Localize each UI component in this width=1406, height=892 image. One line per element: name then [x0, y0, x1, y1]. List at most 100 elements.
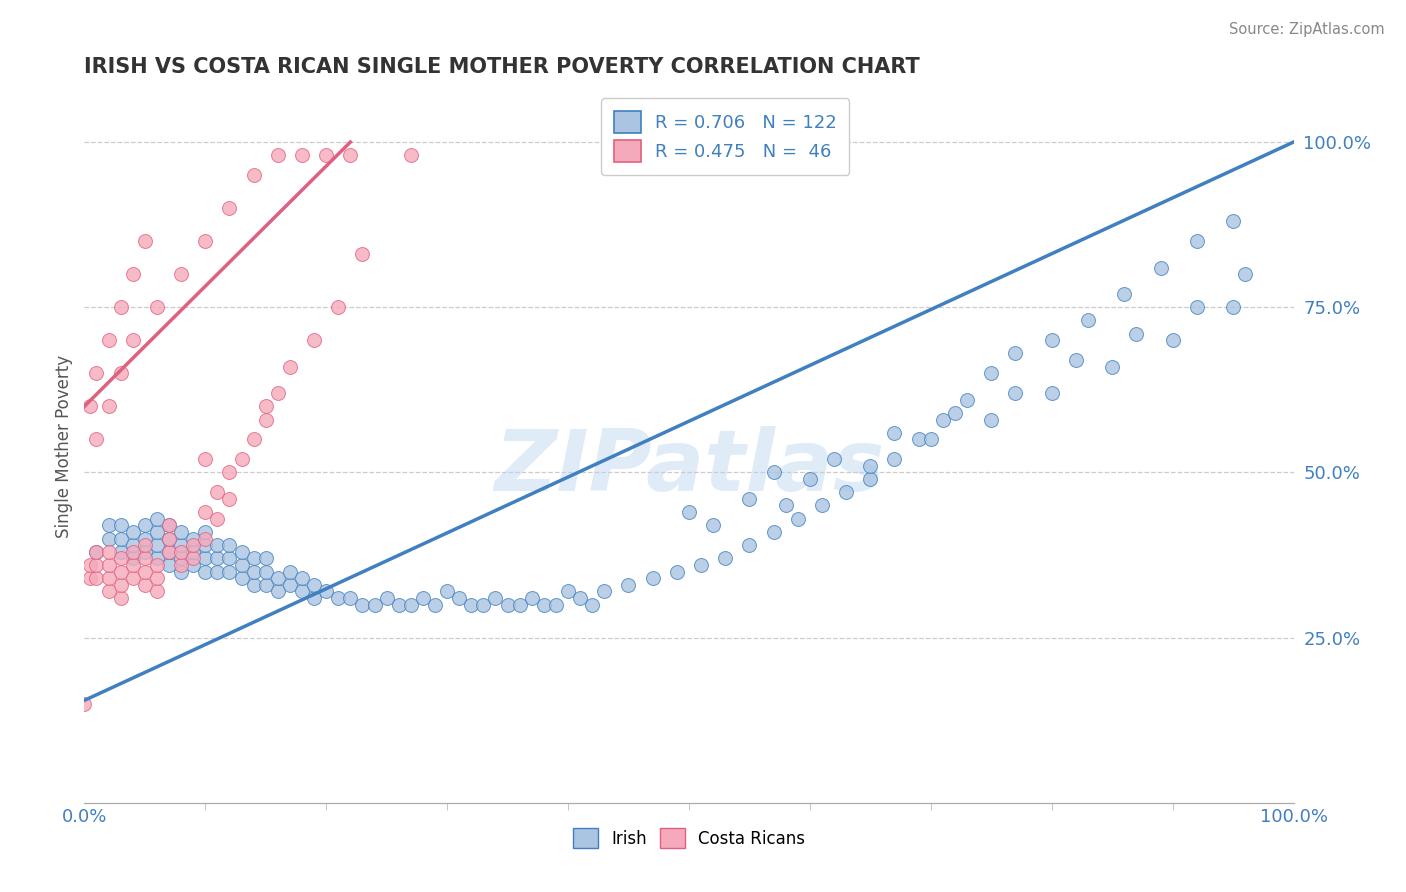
Point	[254, 412, 277, 426]
Point	[1149, 260, 1171, 275]
Point	[207, 551, 229, 566]
Point	[157, 518, 180, 533]
Point	[218, 466, 240, 480]
Point	[134, 532, 156, 546]
Point	[97, 545, 120, 559]
Point	[110, 565, 132, 579]
Point	[194, 538, 217, 552]
Point	[254, 400, 277, 414]
Point	[194, 452, 217, 467]
Point	[86, 558, 108, 572]
Point	[339, 591, 361, 605]
Point	[110, 367, 132, 381]
Point	[170, 551, 193, 566]
Point	[157, 545, 180, 559]
Point	[134, 538, 156, 552]
Point	[242, 433, 264, 447]
Point	[218, 201, 240, 215]
Point	[375, 591, 398, 605]
Point	[157, 518, 180, 533]
Point	[121, 524, 143, 539]
Point	[254, 578, 277, 592]
Point	[472, 598, 495, 612]
Point	[569, 591, 592, 605]
Point	[533, 598, 555, 612]
Point	[121, 571, 143, 585]
Point	[110, 551, 132, 566]
Point	[181, 545, 204, 559]
Point	[291, 148, 314, 162]
Point	[581, 598, 603, 612]
Point	[121, 558, 143, 572]
Point	[1222, 300, 1244, 314]
Point	[1222, 214, 1244, 228]
Point	[1161, 333, 1184, 347]
Point	[121, 333, 143, 347]
Point	[460, 598, 482, 612]
Point	[641, 571, 664, 585]
Point	[97, 584, 120, 599]
Point	[110, 300, 132, 314]
Point	[835, 485, 858, 500]
Point	[218, 538, 240, 552]
Point	[509, 598, 531, 612]
Text: ZIPatlas: ZIPatlas	[494, 425, 884, 509]
Point	[170, 524, 193, 539]
Point	[170, 538, 193, 552]
Point	[157, 558, 180, 572]
Point	[617, 578, 640, 592]
Point	[218, 491, 240, 506]
Point	[267, 386, 290, 401]
Point	[278, 359, 301, 374]
Point	[823, 452, 845, 467]
Point	[302, 333, 325, 347]
Point	[207, 565, 229, 579]
Point	[520, 591, 543, 605]
Point	[762, 466, 785, 480]
Point	[97, 532, 120, 546]
Point	[738, 491, 761, 506]
Point	[423, 598, 446, 612]
Point	[86, 571, 108, 585]
Point	[86, 545, 108, 559]
Point	[146, 524, 169, 539]
Point	[388, 598, 411, 612]
Point	[811, 499, 834, 513]
Point	[194, 234, 217, 248]
Point	[291, 571, 314, 585]
Point	[665, 565, 688, 579]
Point	[231, 571, 253, 585]
Point	[1004, 346, 1026, 360]
Point	[267, 571, 290, 585]
Point	[702, 518, 724, 533]
Point	[207, 511, 229, 525]
Point	[352, 247, 374, 261]
Point	[86, 433, 108, 447]
Point	[110, 532, 132, 546]
Point	[775, 499, 797, 513]
Point	[110, 518, 132, 533]
Point	[738, 538, 761, 552]
Point	[1125, 326, 1147, 341]
Legend: Irish, Costa Ricans: Irish, Costa Ricans	[567, 822, 811, 855]
Point	[79, 558, 101, 572]
Point	[157, 545, 180, 559]
Point	[146, 538, 169, 552]
Point	[146, 558, 169, 572]
Point	[194, 565, 217, 579]
Point	[1185, 234, 1208, 248]
Point	[883, 425, 905, 440]
Point	[920, 433, 942, 447]
Point	[146, 584, 169, 599]
Point	[799, 472, 821, 486]
Point	[181, 532, 204, 546]
Point	[134, 234, 156, 248]
Point	[242, 551, 264, 566]
Point	[714, 551, 737, 566]
Point	[278, 578, 301, 592]
Point	[328, 300, 350, 314]
Point	[134, 551, 156, 566]
Point	[1101, 359, 1123, 374]
Point	[121, 545, 143, 559]
Point	[110, 578, 132, 592]
